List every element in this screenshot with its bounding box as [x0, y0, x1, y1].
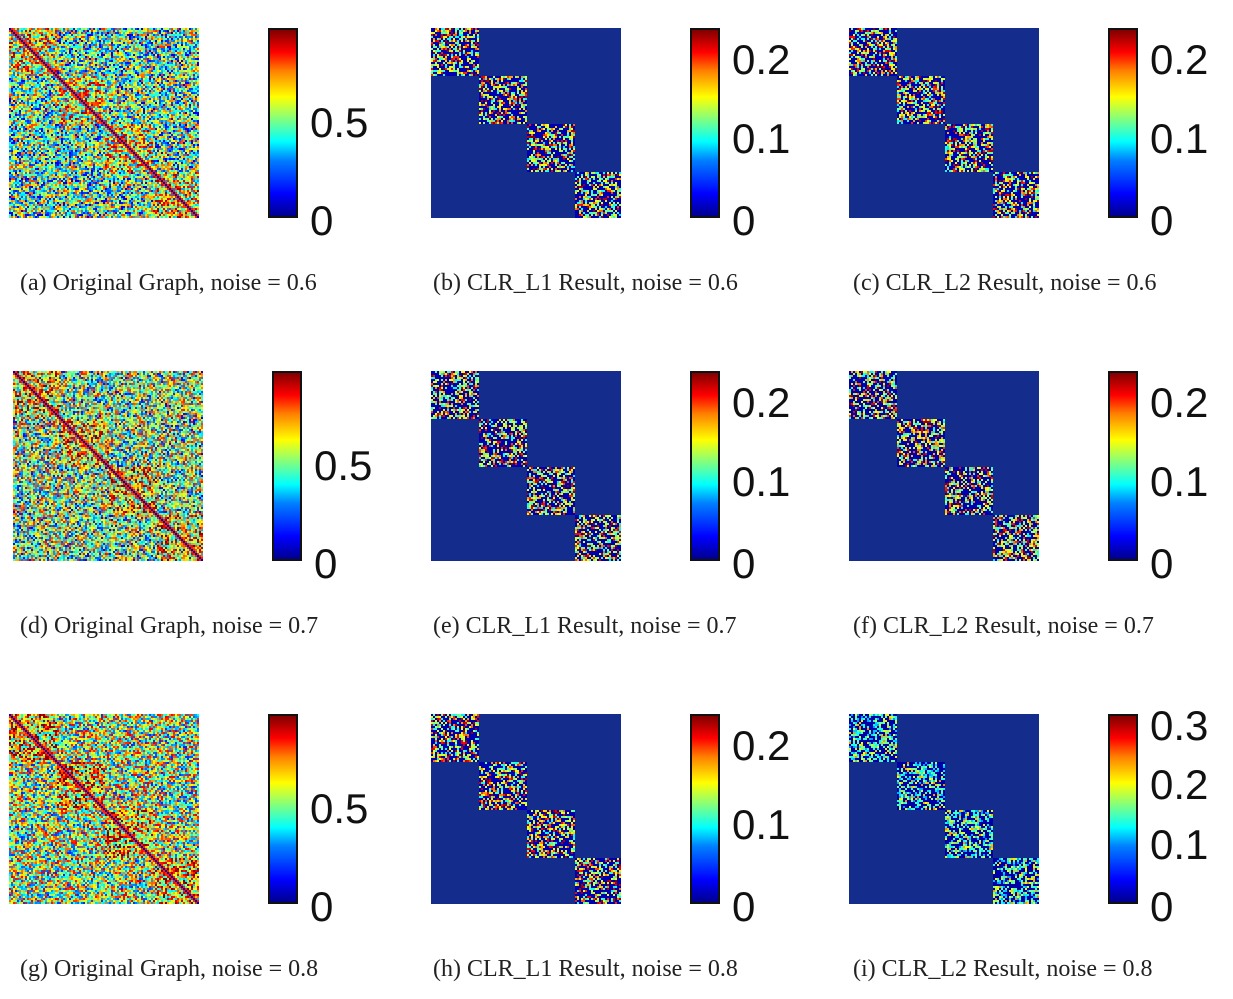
colorbar-tick-c-1: 0.1 — [1150, 114, 1209, 162]
heatmap-c — [849, 28, 1039, 218]
colorbar-tick-d-1: 0.5 — [314, 442, 373, 489]
colorbar-tick-e-0: 0 — [732, 540, 756, 587]
heatmap-f — [849, 371, 1039, 561]
colorbar-h — [690, 714, 720, 904]
colorbar-tick-e-1: 0.1 — [732, 457, 791, 505]
heatmap-b — [431, 28, 621, 218]
caption-c: (c) CLR_L2 Result, noise = 0.6 — [853, 270, 1157, 296]
colorbar-i — [1108, 714, 1138, 904]
colorbar-e — [690, 371, 720, 561]
caption-h: (h) CLR_L1 Result, noise = 0.8 — [433, 956, 738, 982]
colorbar-d — [272, 371, 302, 561]
colorbar-tick-d-0: 0 — [314, 540, 338, 587]
colorbar-f — [1108, 371, 1138, 561]
colorbar-tick-h-0: 0 — [732, 883, 756, 930]
colorbar-tick-a-0: 0 — [310, 197, 334, 244]
heatmap-i — [849, 714, 1039, 904]
colorbar-tick-b-0: 0 — [732, 197, 756, 244]
heatmap-h — [431, 714, 621, 904]
colorbar-tick-f-0: 0 — [1150, 540, 1174, 587]
heatmap-d — [13, 371, 203, 561]
colorbar-tick-c-0: 0 — [1150, 197, 1174, 244]
colorbar-tick-h-2: 0.2 — [732, 721, 791, 769]
caption-b: (b) CLR_L1 Result, noise = 0.6 — [433, 270, 738, 296]
colorbar-tick-i-0: 0 — [1150, 883, 1174, 930]
caption-g: (g) Original Graph, noise = 0.8 — [20, 956, 319, 982]
heatmap-e — [431, 371, 621, 561]
colorbar-tick-i-2: 0.2 — [1150, 761, 1209, 809]
caption-e: (e) CLR_L1 Result, noise = 0.7 — [433, 613, 737, 639]
colorbar-tick-b-2: 0.2 — [732, 35, 791, 83]
colorbar-tick-g-0: 0 — [310, 883, 334, 930]
colorbar-tick-f-1: 0.1 — [1150, 457, 1209, 505]
colorbar-tick-i-3: 0.3 — [1150, 701, 1209, 749]
colorbar-tick-a-1: 0.5 — [310, 99, 369, 146]
heatmap-g — [9, 714, 199, 904]
colorbar-b — [690, 28, 720, 218]
colorbar-tick-f-2: 0.2 — [1150, 378, 1209, 426]
colorbar-tick-e-2: 0.2 — [732, 378, 791, 426]
colorbar-c — [1108, 28, 1138, 218]
colorbar-tick-c-2: 0.2 — [1150, 35, 1209, 83]
caption-i: (i) CLR_L2 Result, noise = 0.8 — [853, 956, 1153, 982]
colorbar-tick-h-1: 0.1 — [732, 800, 791, 848]
colorbar-tick-b-1: 0.1 — [732, 114, 791, 162]
heatmap-a — [9, 28, 199, 218]
caption-f: (f) CLR_L2 Result, noise = 0.7 — [853, 613, 1154, 639]
colorbar-a — [268, 28, 298, 218]
colorbar-tick-i-1: 0.1 — [1150, 820, 1209, 868]
caption-a: (a) Original Graph, noise = 0.6 — [20, 270, 317, 296]
caption-d: (d) Original Graph, noise = 0.7 — [20, 613, 319, 639]
colorbar-tick-g-1: 0.5 — [310, 785, 369, 832]
colorbar-g — [268, 714, 298, 904]
